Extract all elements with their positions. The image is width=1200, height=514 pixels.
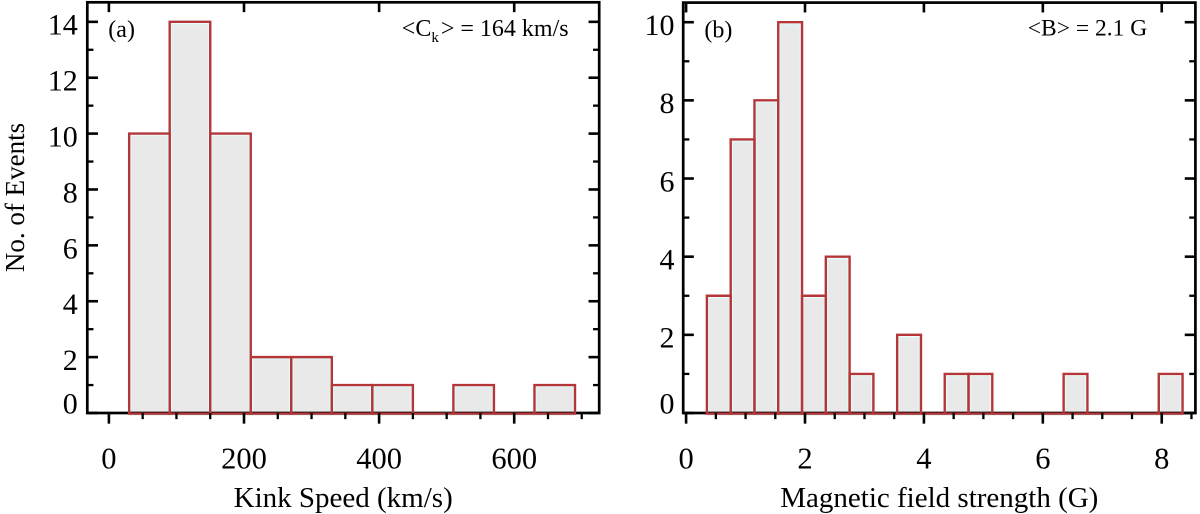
svg-text:0: 0 xyxy=(678,442,693,476)
svg-text:2: 2 xyxy=(660,322,675,355)
svg-text:No. of Events: No. of Events xyxy=(0,123,30,272)
svg-text:0: 0 xyxy=(63,387,78,420)
svg-text:14: 14 xyxy=(48,9,78,42)
svg-text:12: 12 xyxy=(48,65,78,98)
svg-text:10: 10 xyxy=(645,9,675,42)
svg-text:600: 600 xyxy=(491,442,537,476)
svg-text:(b): (b) xyxy=(704,17,732,43)
svg-text:8: 8 xyxy=(1154,442,1169,476)
svg-text:400: 400 xyxy=(356,442,402,476)
svg-text:<Ck > = 164 km/s: <Ck > = 164 km/s xyxy=(402,16,569,46)
svg-text:Kink Speed (km/s): Kink Speed (km/s) xyxy=(234,482,453,514)
svg-text:6: 6 xyxy=(63,232,78,265)
svg-text:10: 10 xyxy=(48,121,78,154)
svg-text:4: 4 xyxy=(63,288,78,321)
svg-text:6: 6 xyxy=(1035,442,1050,476)
svg-text:6: 6 xyxy=(660,165,675,198)
svg-text:Magnetic field strength (G): Magnetic field strength (G) xyxy=(780,482,1098,514)
svg-text:2: 2 xyxy=(63,344,78,377)
svg-text:<B> = 2.1 G: <B> = 2.1 G xyxy=(1028,15,1147,41)
svg-text:0: 0 xyxy=(101,442,116,476)
svg-text:4: 4 xyxy=(660,244,675,277)
svg-text:8: 8 xyxy=(63,176,78,209)
svg-text:(a): (a) xyxy=(108,17,135,43)
svg-text:2: 2 xyxy=(797,442,812,476)
svg-text:8: 8 xyxy=(660,87,675,120)
svg-text:4: 4 xyxy=(916,442,931,476)
svg-text:0: 0 xyxy=(660,387,675,420)
svg-text:200: 200 xyxy=(221,442,267,476)
